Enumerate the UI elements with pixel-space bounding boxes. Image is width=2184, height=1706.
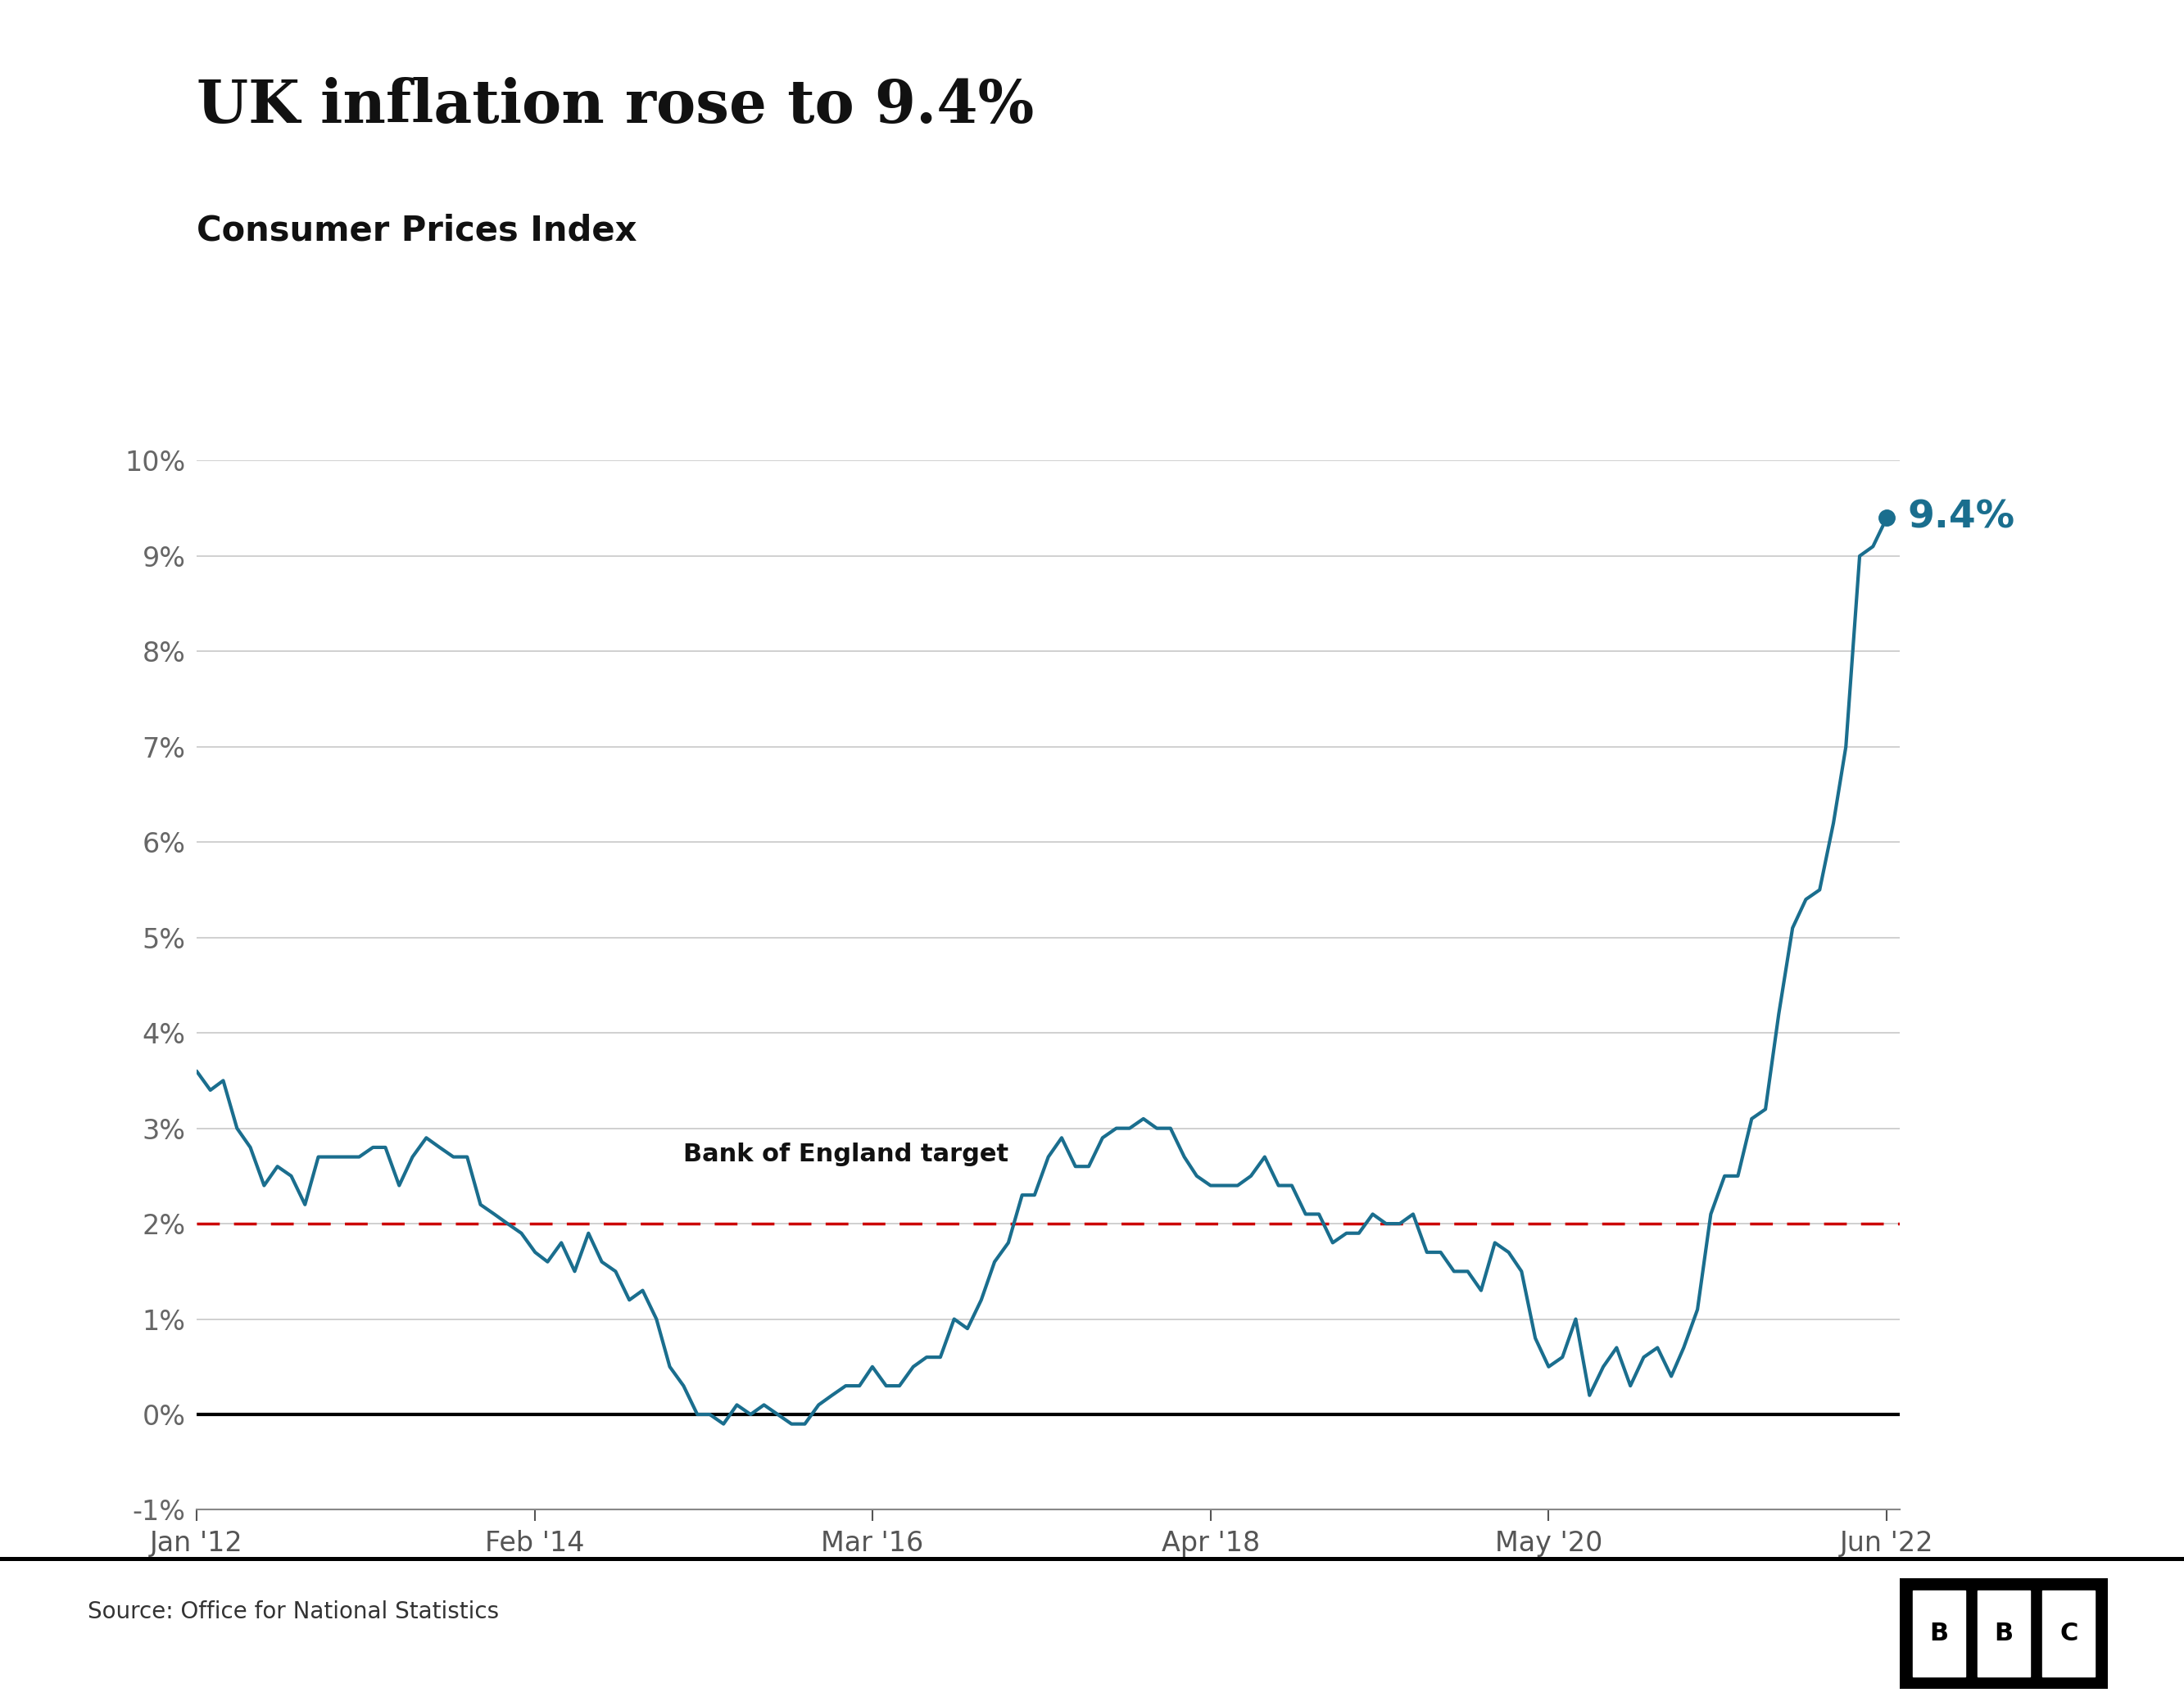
Text: B: B: [1994, 1622, 2014, 1645]
Text: Consumer Prices Index: Consumer Prices Index: [197, 213, 638, 247]
Text: 9.4%: 9.4%: [1907, 500, 2014, 536]
FancyBboxPatch shape: [2042, 1590, 2094, 1677]
Text: UK inflation rose to 9.4%: UK inflation rose to 9.4%: [197, 77, 1033, 135]
Text: Bank of England target: Bank of England target: [684, 1143, 1009, 1167]
Text: C: C: [2060, 1622, 2077, 1645]
FancyBboxPatch shape: [1977, 1590, 2031, 1677]
Text: Source: Office for National Statistics: Source: Office for National Statistics: [87, 1600, 498, 1624]
Text: B: B: [1928, 1622, 1948, 1645]
FancyBboxPatch shape: [1913, 1590, 1966, 1677]
